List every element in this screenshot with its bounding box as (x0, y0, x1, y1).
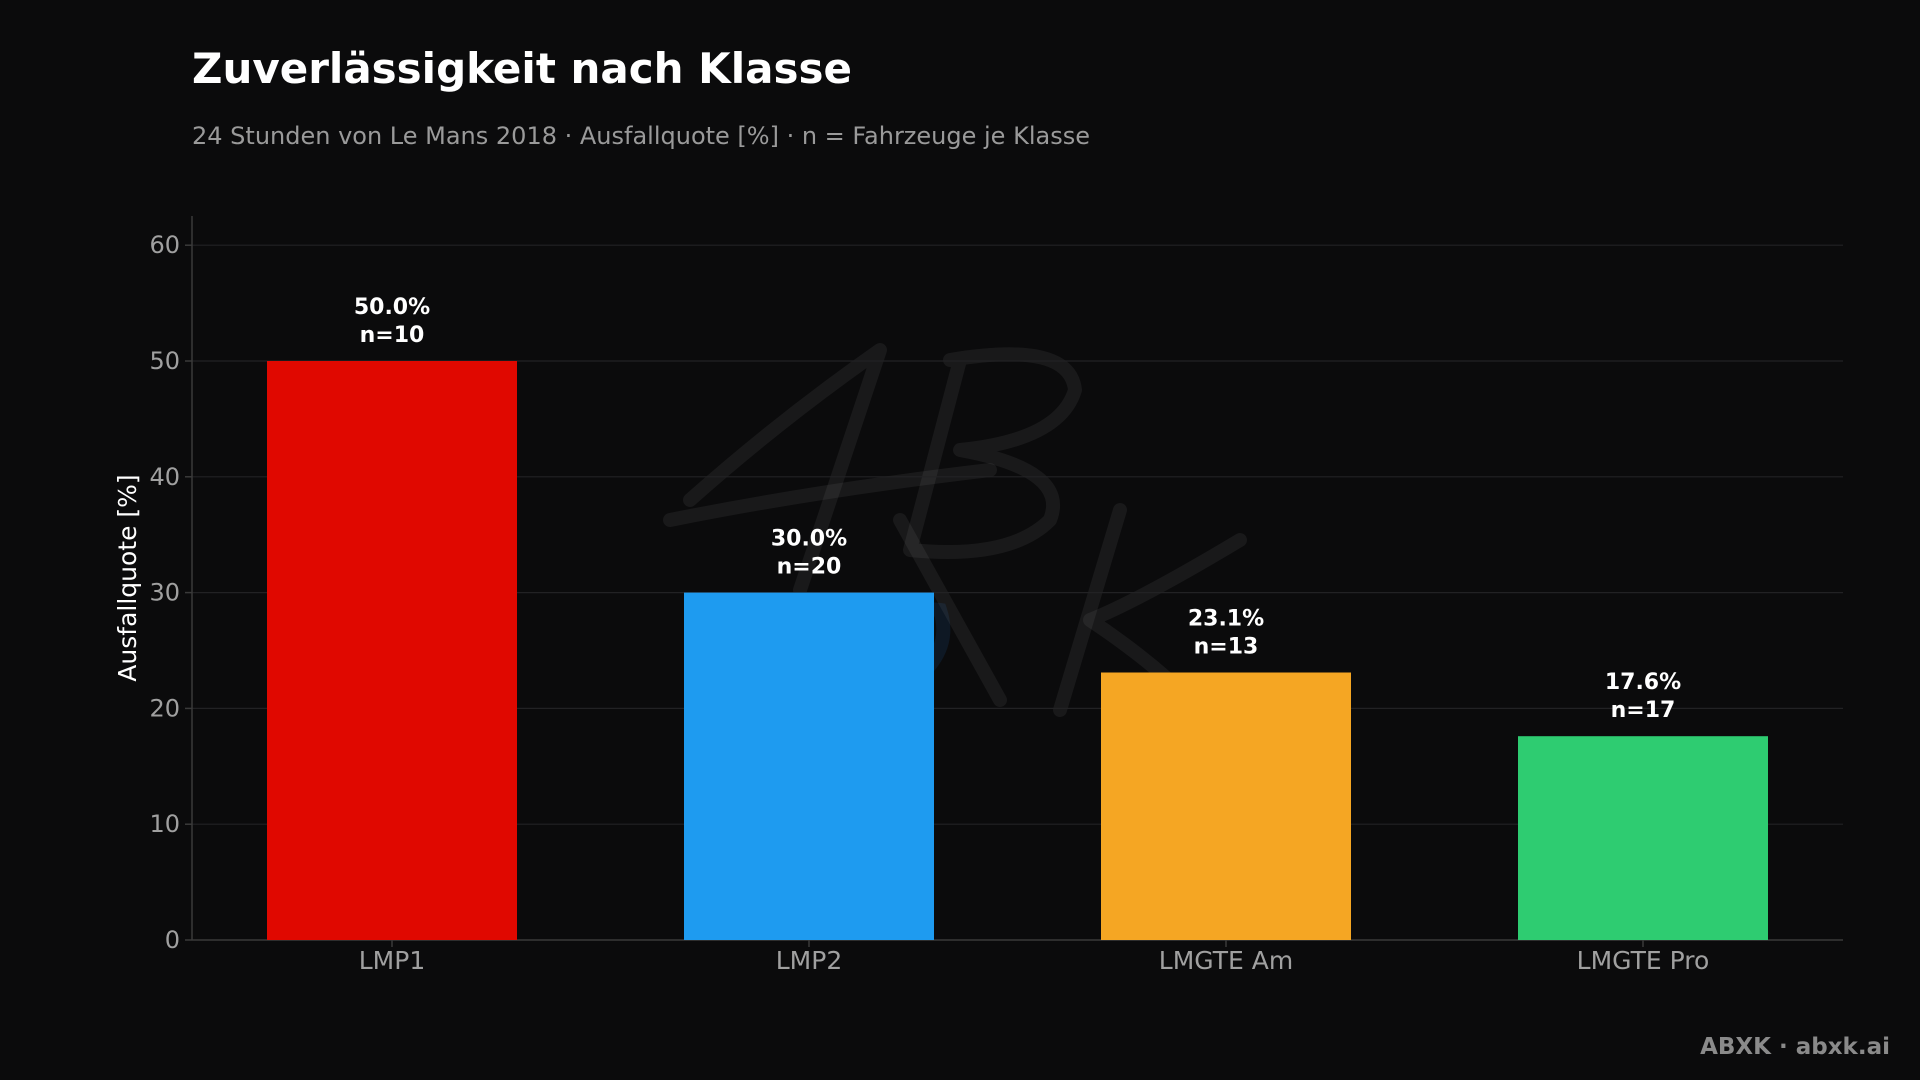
x-tick-label: LMGTE Am (1159, 946, 1293, 975)
y-tick-label-20: 20 (149, 694, 180, 722)
data-label-n: n=17 (1611, 698, 1676, 723)
chart-subtitle: 24 Stunden von Le Mans 2018 · Ausfallquo… (192, 122, 1090, 150)
data-label-n: n=10 (360, 323, 425, 348)
y-tick-label-30: 30 (149, 579, 180, 607)
data-label-n: n=20 (777, 555, 842, 580)
data-labels: 50.0% n=10 30.0% n=20 23.1% n=13 17.6% n=17 (354, 295, 1681, 723)
bars (267, 361, 1768, 940)
x-axis-ticks: LMP1 LMP2 LMGTE Am LMGTE Pro (359, 940, 1710, 975)
y-tick-label-10: 10 (149, 810, 180, 838)
y-tick-label-60: 60 (149, 231, 180, 259)
x-tick-label: LMP1 (359, 946, 425, 975)
y-axis-title: Ausfallquote [%] (113, 474, 142, 681)
footer-brand: ABXK · abxk.ai (1700, 1034, 1890, 1060)
bar-lmp1 (267, 361, 517, 940)
bar-lmgte-am (1101, 672, 1351, 940)
y-tick-label-40: 40 (149, 463, 180, 491)
bar-lmp2 (684, 592, 934, 940)
y-tick-label-0: 0 (165, 926, 180, 954)
bar-lmgte-pro (1518, 736, 1768, 940)
x-tick-label: LMP2 (776, 946, 842, 975)
data-label-value: 17.6% (1605, 670, 1681, 695)
data-label-value: 50.0% (354, 295, 430, 320)
data-label-n: n=13 (1194, 635, 1259, 660)
data-label-value: 23.1% (1188, 607, 1264, 632)
chart-title: Zuverlässigkeit nach Klasse (192, 44, 852, 93)
y-tick-label-50: 50 (149, 347, 180, 375)
y-axis-ticks: 0 10 20 30 40 50 60 (149, 231, 192, 954)
data-label-value: 30.0% (771, 527, 847, 552)
x-tick-label: LMGTE Pro (1577, 946, 1710, 975)
